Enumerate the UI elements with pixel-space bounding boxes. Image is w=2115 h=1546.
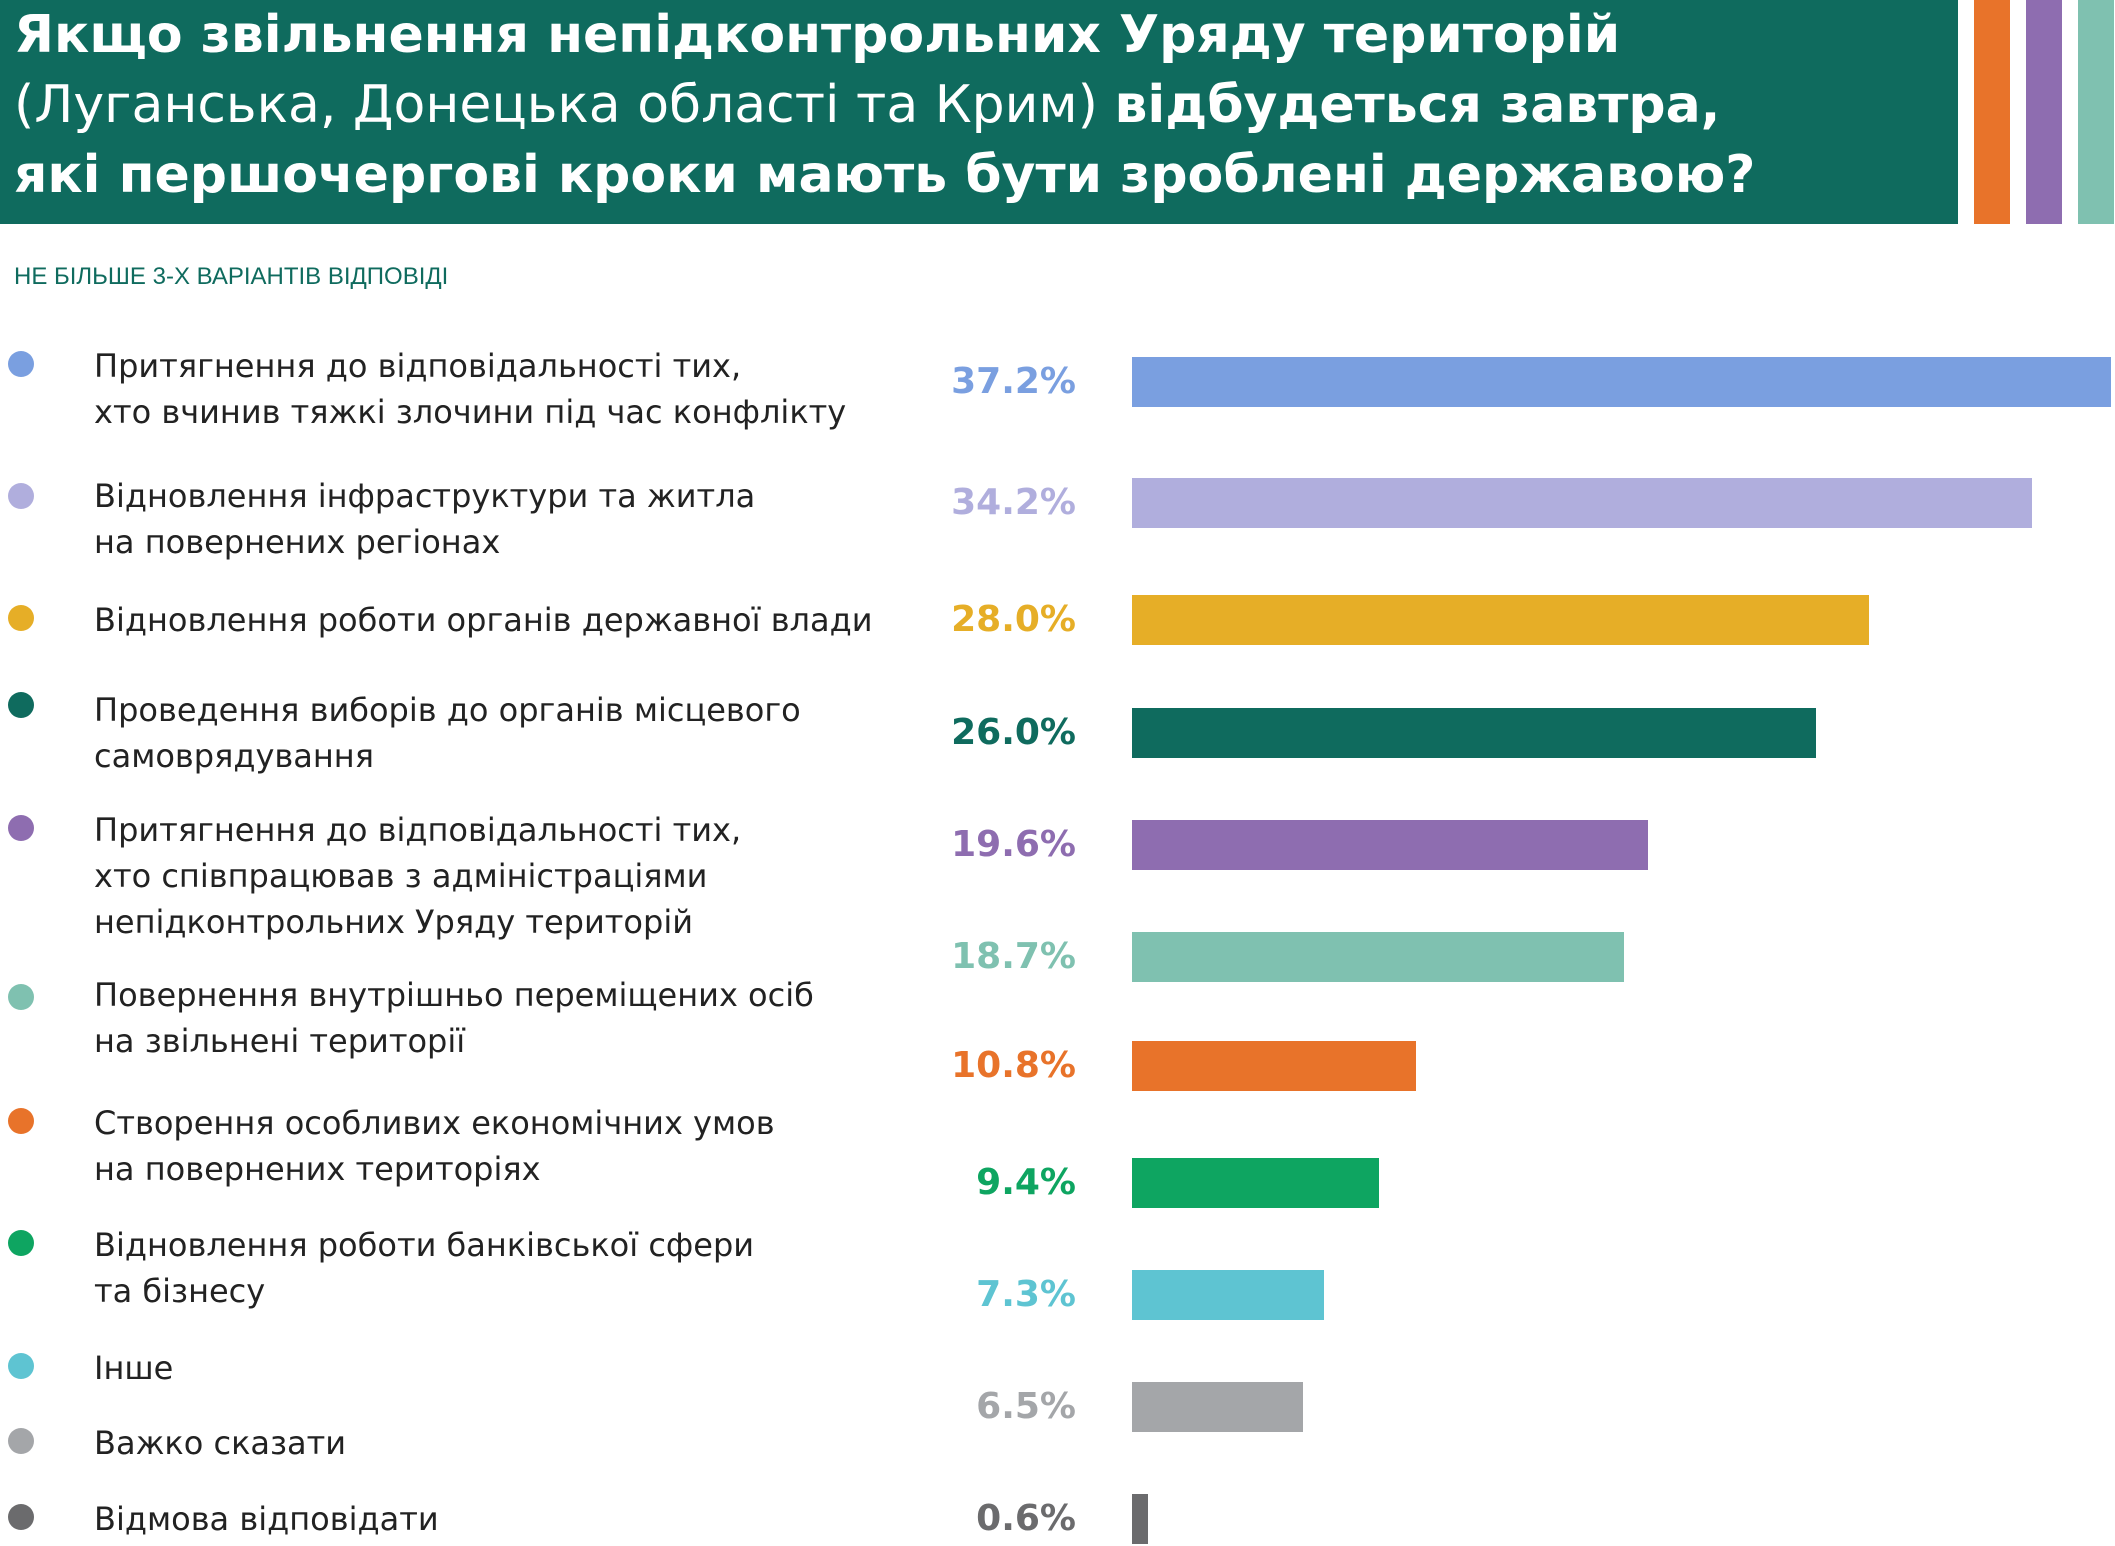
value-label: 37.2% [951,361,1076,402]
category-label-line: Відновлення роботи банківської сфери [94,1226,755,1264]
category-label-line: Притягнення до відповідальності тих, [94,811,742,849]
category-label-line: Інше [94,1349,174,1387]
value-label: 10.8% [951,1045,1076,1086]
category-label-line: та бізнесу [94,1272,266,1310]
decor-stripe-purple [2026,0,2062,224]
legend-dot [8,605,34,631]
decor-stripe-orange [1974,0,2010,224]
category-label: Створення особливих економічних умов на п… [94,1100,775,1192]
bar [1132,357,2111,407]
bar [1132,708,1816,758]
category-label: Відновлення роботи банківської сфери та б… [94,1222,754,1314]
bar [1132,478,2032,528]
bar [1132,1494,1148,1544]
bar [1132,932,1624,982]
value-label: 18.7% [951,936,1076,977]
legend-dot [8,692,34,718]
bar [1132,1158,1379,1208]
category-label-line: Відновлення роботи органів державної вла… [94,601,873,639]
value-label: 19.6% [951,824,1076,865]
category-label: Відмова відповідати [94,1496,439,1542]
value-label: 26.0% [951,712,1076,753]
value-label: 0.6% [976,1498,1076,1539]
category-label-line: самоврядування [94,737,374,775]
legend-dot [8,1353,34,1379]
value-label: 34.2% [951,482,1076,523]
legend-dot [8,815,34,841]
value-label: 6.5% [976,1386,1076,1427]
category-label: Притягнення до відповідальності тих, хто … [94,807,741,945]
subtitle: НЕ БІЛЬШЕ 3-Х ВАРІАНТІВ ВІДПОВІДІ [14,263,449,290]
category-label-line: на звільнені території [94,1022,466,1060]
bar [1132,820,1648,870]
title-banner: Якщо звільнення непідконтрольних Уряду т… [0,0,1958,224]
title-line-2-regular: (Луганська, Донецька області та Крим) [14,75,1115,135]
category-label-line: непідконтрольних Уряду територій [94,903,693,941]
category-label-line: хто співпрацював з адміністраціями [94,857,708,895]
bar [1132,1041,1416,1091]
category-label: Проведення виборів до органів місцевого с… [94,687,801,779]
category-label-line: Повернення внутрішньо переміщених осіб [94,976,814,1014]
decor-stripe-teal [2078,0,2114,224]
category-label-line: на повернених територіях [94,1150,541,1188]
category-label-line: Важко сказати [94,1424,347,1462]
chart-title: Якщо звільнення непідконтрольних Уряду т… [14,0,1755,210]
legend-dot [8,483,34,509]
value-label: 9.4% [976,1162,1076,1203]
title-line-3: які першочергові кроки мають бути зробле… [14,145,1756,205]
value-label: 28.0% [951,599,1076,640]
legend-dot [8,1428,34,1454]
value-label: 7.3% [976,1274,1076,1315]
category-label: Відновлення інфраструктури та житла на по… [94,473,755,565]
bar [1132,1382,1303,1432]
category-label: Інше [94,1345,173,1391]
category-label-line: хто вчинив тяжкі злочини під час конфлік… [94,393,847,431]
category-label: Важко сказати [94,1420,346,1466]
category-label-line: Відновлення інфраструктури та житла [94,477,756,515]
category-label-line: Відмова відповідати [94,1500,439,1538]
legend-dot [8,1108,34,1134]
legend-dot [8,351,34,377]
category-label: Повернення внутрішньо переміщених осіб на… [94,972,814,1064]
title-line-2-bold: відбудеться завтра, [1114,75,1721,135]
category-label: Притягнення до відповідальності тих, хто … [94,343,846,435]
bar [1132,595,1869,645]
legend-dot [8,1230,34,1256]
category-label: Відновлення роботи органів державної вла… [94,597,873,643]
category-label-line: Притягнення до відповідальності тих, [94,347,742,385]
title-line-1: Якщо звільнення непідконтрольних Уряду т… [14,5,1621,65]
category-label-line: Створення особливих економічних умов [94,1104,775,1142]
category-label-line: на повернених регіонах [94,523,501,561]
category-label-line: Проведення виборів до органів місцевого [94,691,801,729]
legend-dot [8,1504,34,1530]
bar [1132,1270,1324,1320]
legend-dot [8,984,34,1010]
